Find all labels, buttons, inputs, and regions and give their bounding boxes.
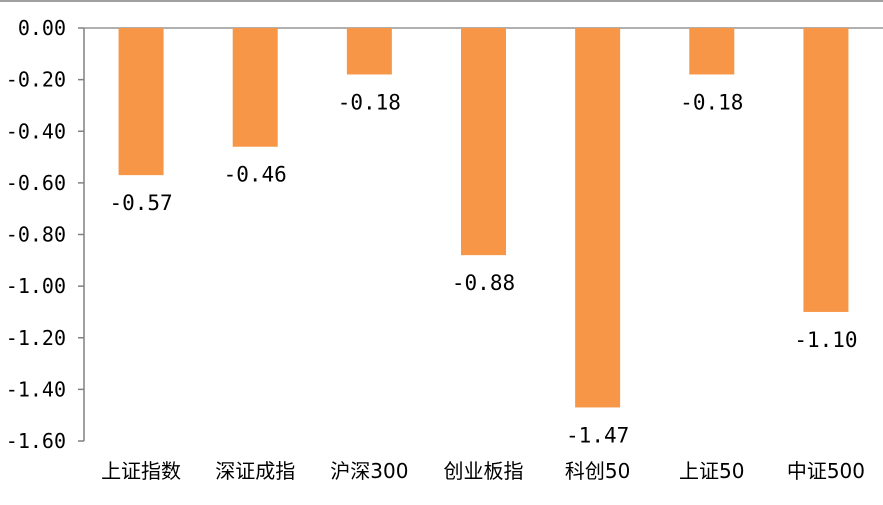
bar: [461, 28, 506, 256]
y-tick-label: -0.60: [6, 171, 66, 195]
data-label: -1.10: [794, 328, 857, 352]
x-axis-labels: 上证指数 深证成指 沪深300 创业板指 科创50 上证50 中证500: [101, 459, 865, 483]
y-tick-label: -1.00: [6, 274, 66, 298]
y-tick-label: -0.40: [6, 119, 66, 143]
category-label: 中证500: [787, 459, 865, 483]
bar: [346, 28, 392, 75]
y-axis: 0.00 -0.20 -0.40 -0.60 -0.80 -1.00 -1.20 -1.40 -…: [6, 16, 883, 453]
y-tick-label: 0.00: [18, 16, 66, 40]
data-label: -0.57: [109, 191, 172, 215]
bar: [803, 28, 849, 312]
y-tick-label: -0.80: [6, 223, 66, 247]
bar: [118, 28, 164, 176]
category-label: 深证成指: [215, 459, 295, 483]
y-tick-label: -1.60: [6, 429, 66, 453]
bar: [575, 28, 621, 408]
y-tick-label: -0.20: [6, 68, 66, 92]
data-label: -1.47: [566, 423, 629, 447]
category-label: 科创50: [565, 459, 630, 483]
category-label: 沪深300: [330, 459, 408, 483]
category-label: 上证50: [679, 459, 744, 483]
bars: [118, 28, 849, 408]
bar: [232, 28, 278, 147]
data-label: -0.18: [680, 90, 743, 114]
data-label: -0.46: [224, 163, 287, 187]
category-label: 上证指数: [101, 459, 181, 483]
data-label: -0.88: [452, 271, 515, 295]
data-label: -0.18: [338, 90, 401, 114]
y-tick-label: -1.20: [6, 326, 66, 350]
category-label: 创业板指: [444, 459, 524, 483]
y-tick-label: -1.40: [6, 377, 66, 401]
data-labels: -0.57 -0.46 -0.18 -0.88 -1.47 -0.18 -1.10: [109, 90, 857, 447]
bar: [689, 28, 735, 75]
